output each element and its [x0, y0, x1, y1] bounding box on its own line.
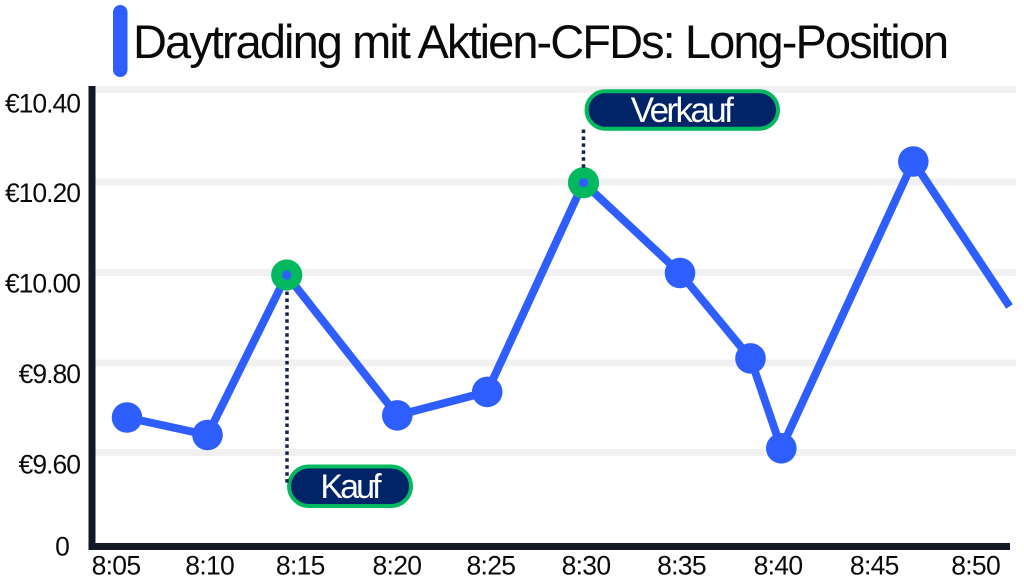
svg-text:Verkauf: Verkauf	[631, 91, 734, 130]
svg-text:8:45: 8:45	[850, 551, 899, 581]
svg-text:Daytrading mit Aktien-CFDs: Lo: Daytrading mit Aktien-CFDs: Long-Positio…	[133, 15, 947, 68]
svg-text:Kauf: Kauf	[320, 468, 382, 506]
svg-text:€10.00: €10.00	[5, 269, 80, 299]
svg-text:€9.80: €9.80	[19, 359, 81, 389]
svg-text:8:40: 8:40	[754, 551, 803, 581]
svg-text:8:25: 8:25	[467, 551, 516, 581]
svg-text:0: 0	[55, 532, 69, 562]
svg-text:8:05: 8:05	[92, 551, 141, 581]
svg-text:8:20: 8:20	[373, 551, 422, 581]
svg-text:€9.60: €9.60	[19, 450, 81, 480]
svg-text:8:10: 8:10	[185, 551, 234, 581]
svg-text:€10.40: €10.40	[5, 89, 80, 119]
svg-text:8:35: 8:35	[657, 551, 706, 581]
svg-text:8:50: 8:50	[951, 551, 1000, 581]
svg-text:8:30: 8:30	[562, 551, 611, 581]
svg-text:8:15: 8:15	[276, 551, 325, 581]
svg-text:€10.20: €10.20	[5, 178, 80, 208]
